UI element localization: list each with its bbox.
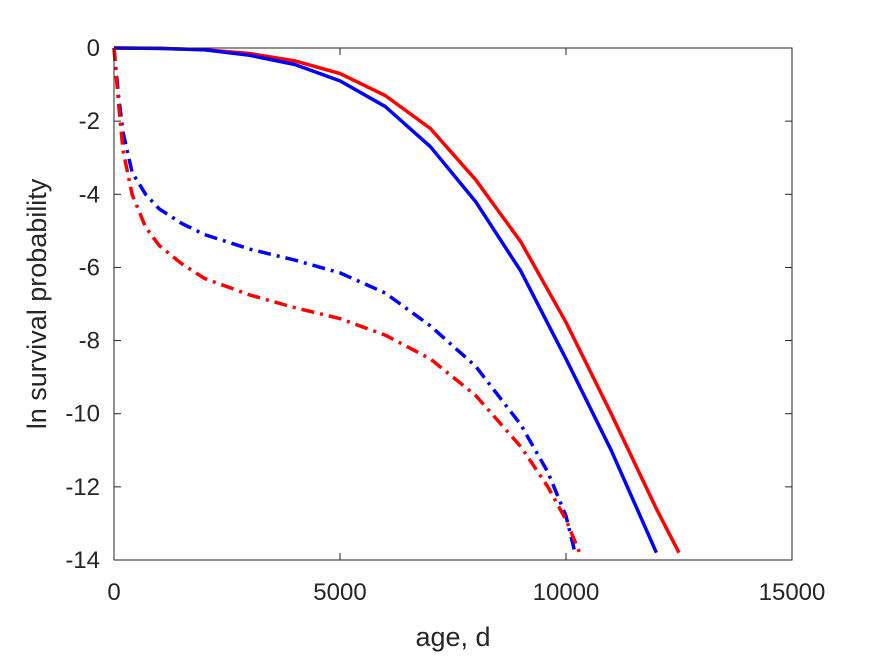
series-line-3 — [114, 48, 575, 553]
y-tick-label: -14 — [65, 547, 100, 574]
y-axis-title: ln survival probability — [22, 178, 52, 429]
ticks-layer: 0 5000 10000 15000 -14 -12 -10 -8 -6 -4 -2 0 — [65, 35, 825, 606]
x-tick-label: 0 — [107, 579, 120, 606]
survival-chart: 0 5000 10000 15000 -14 -12 -10 -8 -6 -4 -2 0 age, d… — [0, 0, 875, 656]
x-tick-label: 15000 — [759, 579, 826, 606]
y-tick-label: -6 — [79, 254, 100, 281]
x-tick-label: 10000 — [533, 579, 600, 606]
y-tick-label: -12 — [65, 474, 100, 501]
y-tick-label: -10 — [65, 401, 100, 428]
y-tick-label: -4 — [79, 181, 100, 208]
x-axis-title: age, d — [415, 622, 490, 652]
series-line-2 — [114, 48, 656, 553]
plot-frame — [114, 48, 792, 560]
y-tick-label: 0 — [87, 35, 100, 62]
series-line-4 — [114, 48, 580, 553]
y-tick-label: -8 — [79, 328, 100, 355]
x-tick-label: 5000 — [313, 579, 366, 606]
series-layer — [114, 48, 679, 553]
y-tick-label: -2 — [79, 108, 100, 135]
